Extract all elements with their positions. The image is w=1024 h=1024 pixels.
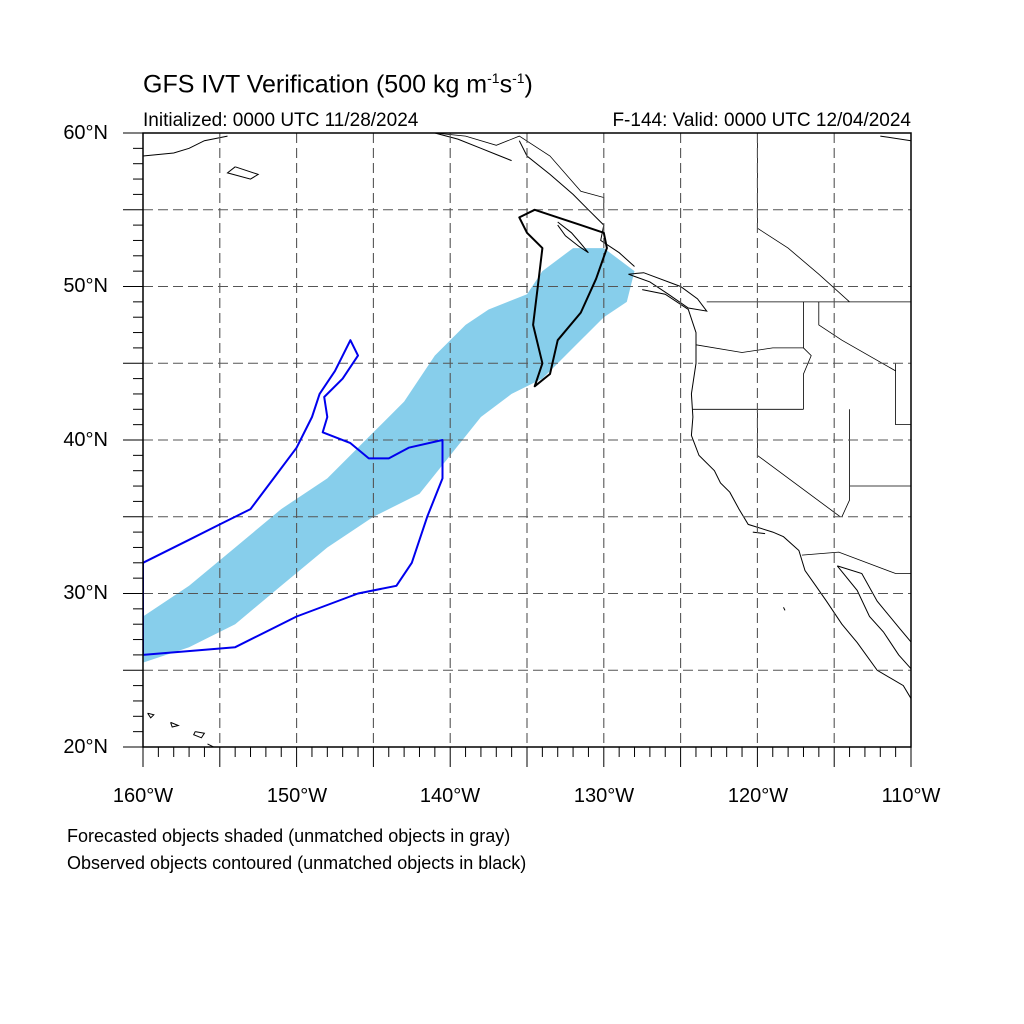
- lat-label-60: 60°N: [63, 122, 108, 144]
- legend-forecast-note: Forecasted objects shaded (unmatched obj…: [67, 826, 511, 846]
- forecast-object-1: [143, 248, 635, 663]
- forecast-objects: [143, 248, 635, 663]
- axis-ticks: [123, 132, 912, 767]
- lon-label-130w: 130°W: [573, 785, 635, 807]
- observed-object-2: [518, 208, 608, 388]
- border-us-mexico: [801, 551, 911, 574]
- lon-label-140w: 140°W: [419, 785, 481, 807]
- coast-mainland-mexico: [837, 565, 911, 671]
- lon-label-150w: 150°W: [266, 785, 328, 807]
- graticule: [143, 133, 911, 747]
- map-frame: [142, 132, 912, 748]
- lon-label-120w: 120°W: [727, 785, 789, 807]
- lon-label-110w: 110°W: [881, 785, 941, 807]
- coast-channel-islands: [752, 531, 766, 535]
- coast-hawaii-oahu: [170, 721, 180, 728]
- lat-label-50: 50°N: [63, 275, 108, 297]
- border-montana-idaho: [818, 301, 896, 372]
- observed-objects: [143, 208, 608, 656]
- observed-object-1: [143, 339, 444, 656]
- border-idaho-west: [803, 301, 812, 410]
- border-alaska-bc: [434, 133, 605, 210]
- valid-time: F-144: Valid: 0000 UTC 12/04/2024: [612, 110, 911, 131]
- lon-label-160w: 160°W: [112, 785, 174, 807]
- lat-label-30: 30°N: [63, 582, 108, 604]
- coast-kodiak: [226, 166, 260, 180]
- lat-label-40: 40°N: [63, 429, 108, 451]
- coast-queen-charlotte: [557, 221, 589, 254]
- lat-label-20: 20°N: [63, 736, 108, 758]
- chart-title: GFS IVT Verification (500 kg m-1s-1): [143, 70, 533, 99]
- coast-hawaii-maui: [193, 731, 206, 739]
- coast-hawaii-kauai: [147, 712, 155, 719]
- coast-gulf-of-alaska: [880, 135, 911, 142]
- coast-alaska-southeast: [518, 140, 635, 267]
- coast-gulf-of-california: [836, 565, 911, 670]
- coast-guadalupe-island: [783, 607, 786, 611]
- border-wyoming: [895, 363, 911, 426]
- coast-north-america: [642, 289, 911, 700]
- coast-alaska-peninsula: [143, 135, 228, 157]
- initialized-time: Initialized: 0000 UTC 11/28/2024: [143, 110, 419, 131]
- legend-observed-note: Observed objects contoured (unmatched ob…: [67, 853, 527, 873]
